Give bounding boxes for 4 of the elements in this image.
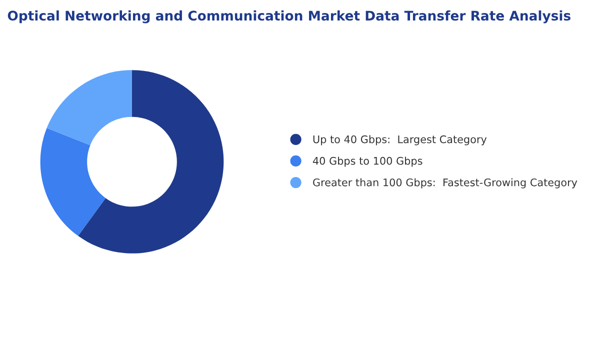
legend-label: 40 Gbps to 100 Gbps (312, 156, 422, 167)
legend-label: Greater than 100 Gbps: Fastest-Growing Category (313, 178, 578, 188)
chart-title: Optical Networking and Communication Market Data Transfer Rate Analysis (8, 10, 570, 24)
legend-label: Up to 40 Gbps: Largest Category (313, 135, 487, 146)
